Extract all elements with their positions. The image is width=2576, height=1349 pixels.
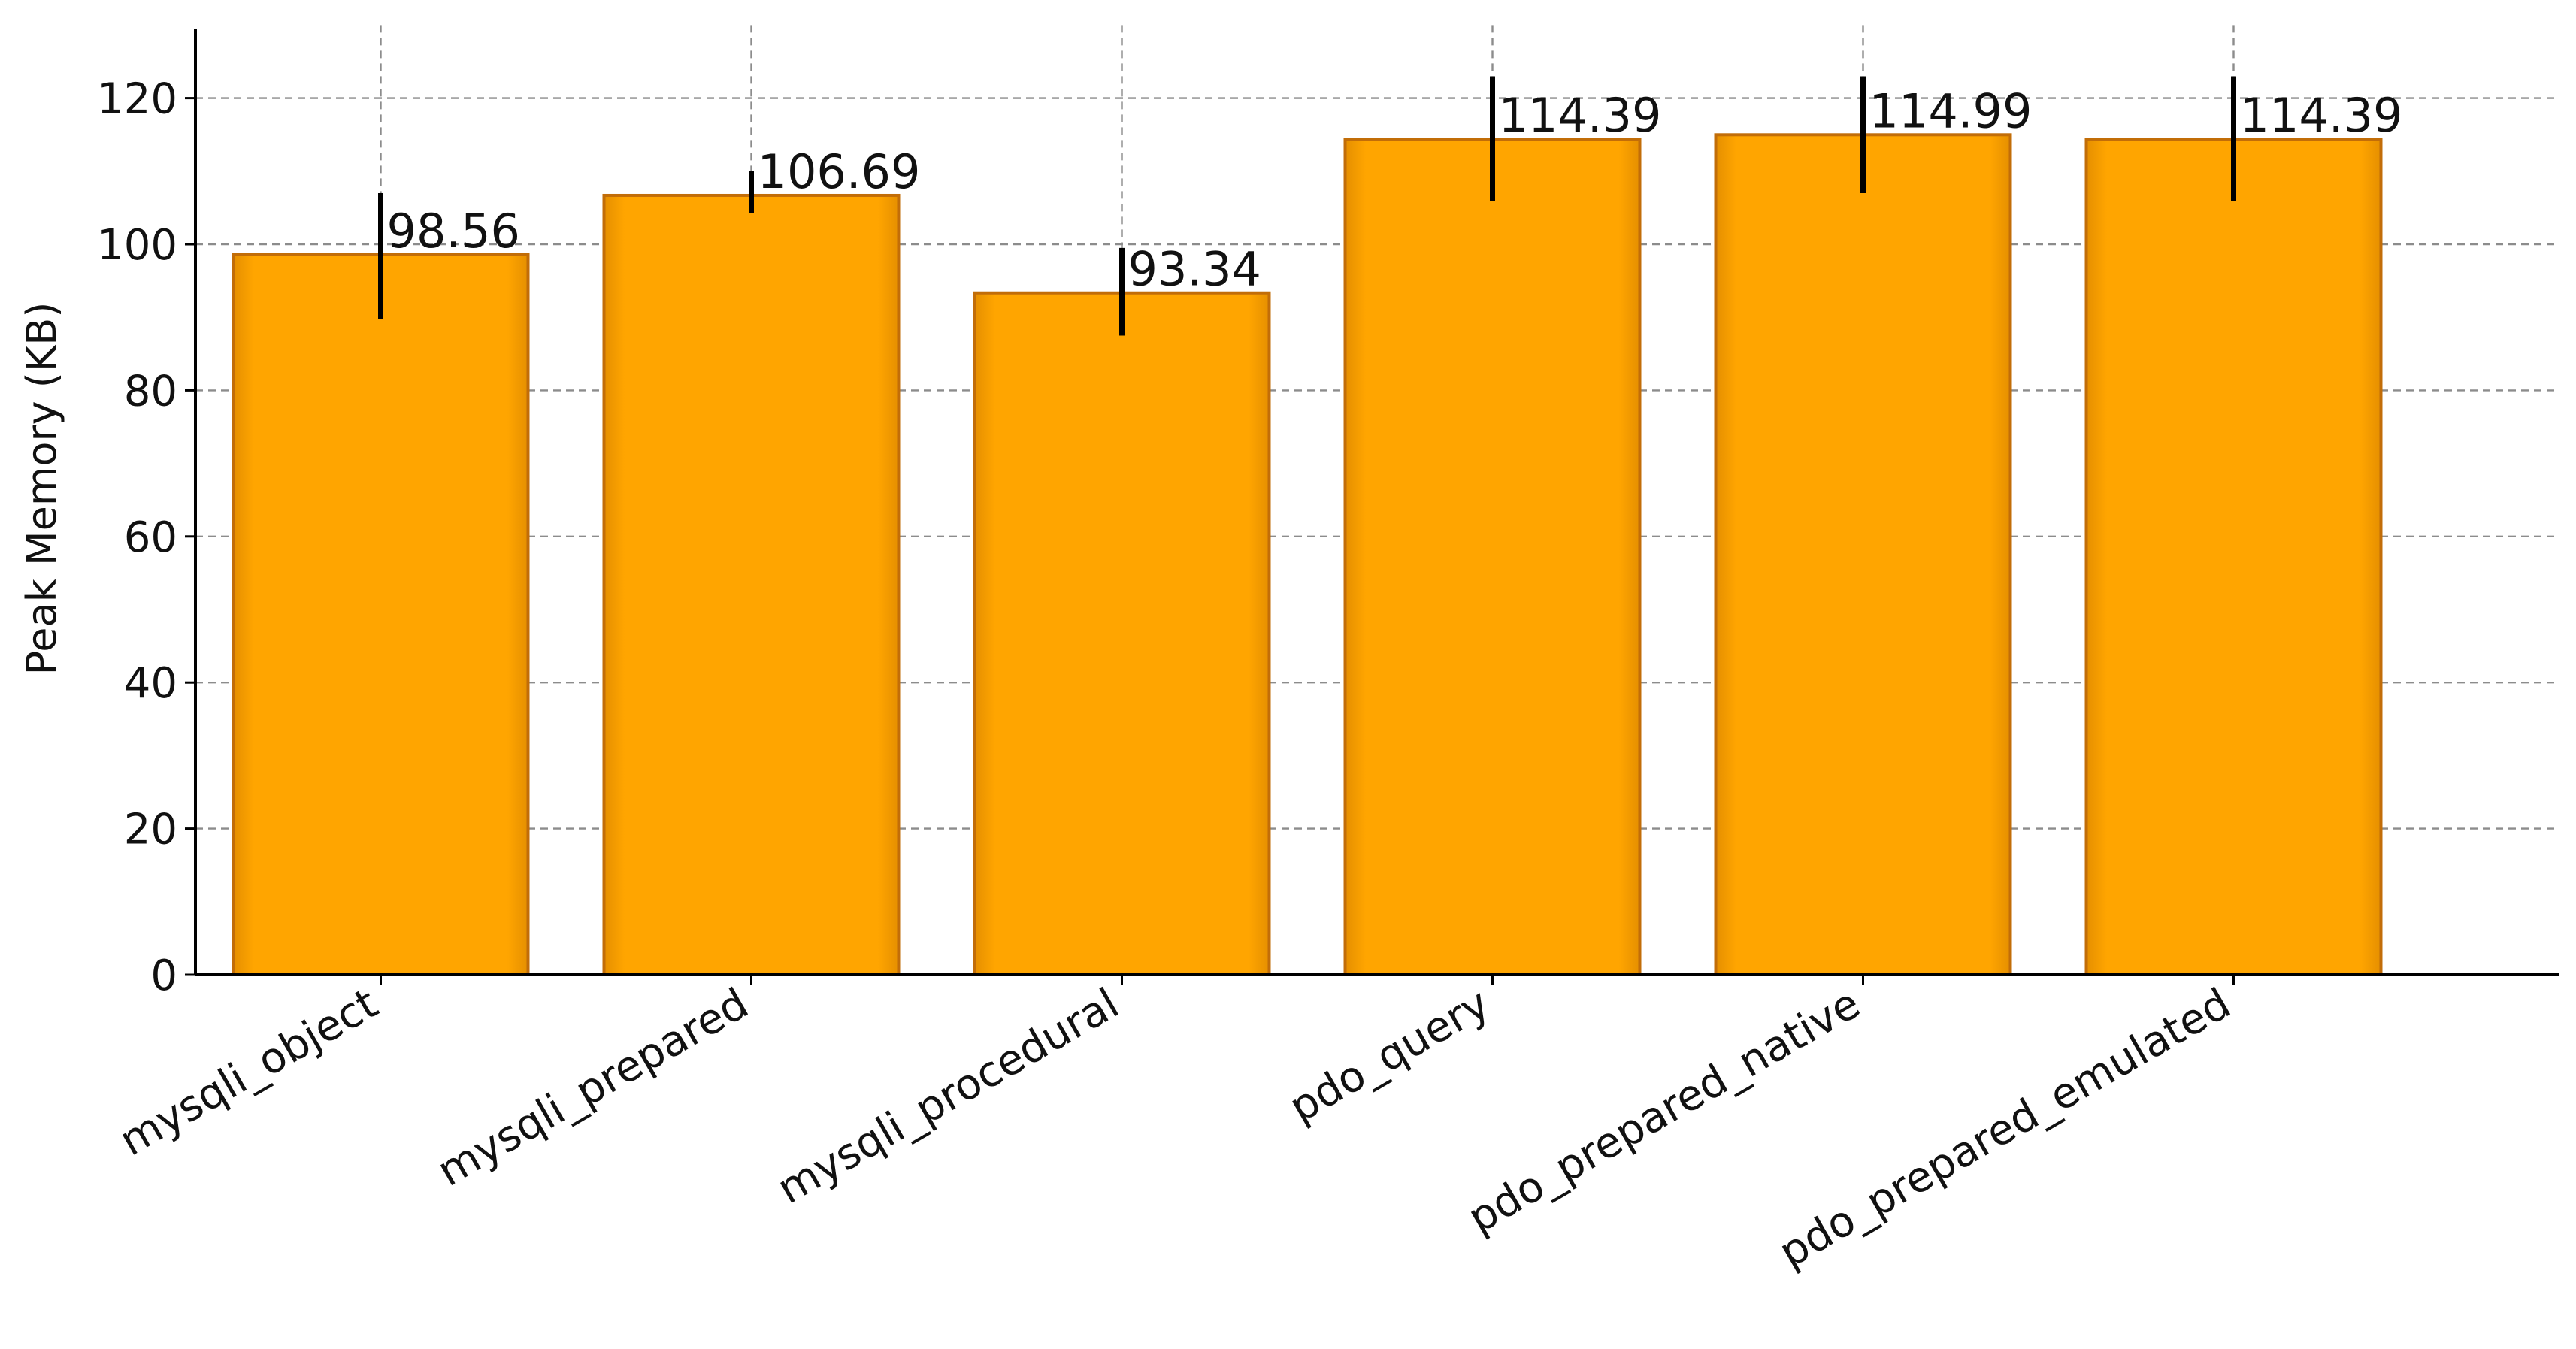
error-bars — [378, 76, 2236, 336]
x-tick-label: mysqli_procedural — [769, 979, 1127, 1214]
y-tick-label: 120 — [97, 75, 177, 124]
data-label: 114.99 — [1869, 83, 2033, 138]
bar — [1714, 133, 2012, 976]
y-tick-label: 100 — [97, 221, 177, 270]
data-label: 106.69 — [758, 144, 921, 199]
x-tick-label: pdo_query — [1282, 979, 1498, 1133]
x-tick-labels: mysqli_object mysqli_prepared mysqli_proce… — [111, 975, 2239, 1278]
bar — [1343, 138, 1642, 977]
x-tick-label: mysqli_prepared — [429, 979, 756, 1196]
x-tick-label: pdo_prepared_native — [1460, 979, 1868, 1243]
data-labels: 98.56 106.69 93.34 114.39 114.99 114.39 — [387, 83, 2403, 296]
bars — [232, 133, 2383, 977]
y-tick-label: 60 — [124, 513, 177, 562]
data-label: 98.56 — [387, 204, 521, 259]
y-axis-title: Peak Memory (KB) — [18, 302, 65, 676]
bar — [232, 253, 530, 976]
bar — [602, 193, 901, 977]
y-tick-label: 20 — [124, 806, 177, 854]
data-label: 114.39 — [1499, 88, 1662, 143]
data-label: 93.34 — [1128, 242, 1262, 297]
y-tick-labels: 0 20 40 60 80 100 120 — [97, 75, 195, 1000]
bar — [2084, 138, 2383, 977]
axes — [194, 29, 2559, 976]
x-tick-label: mysqli_object — [111, 979, 386, 1166]
y-tick-label: 40 — [124, 659, 177, 708]
y-tick-label: 0 — [150, 951, 177, 1000]
bar — [973, 291, 1271, 976]
y-tick-label: 80 — [124, 367, 177, 416]
data-label: 114.39 — [2240, 88, 2403, 143]
